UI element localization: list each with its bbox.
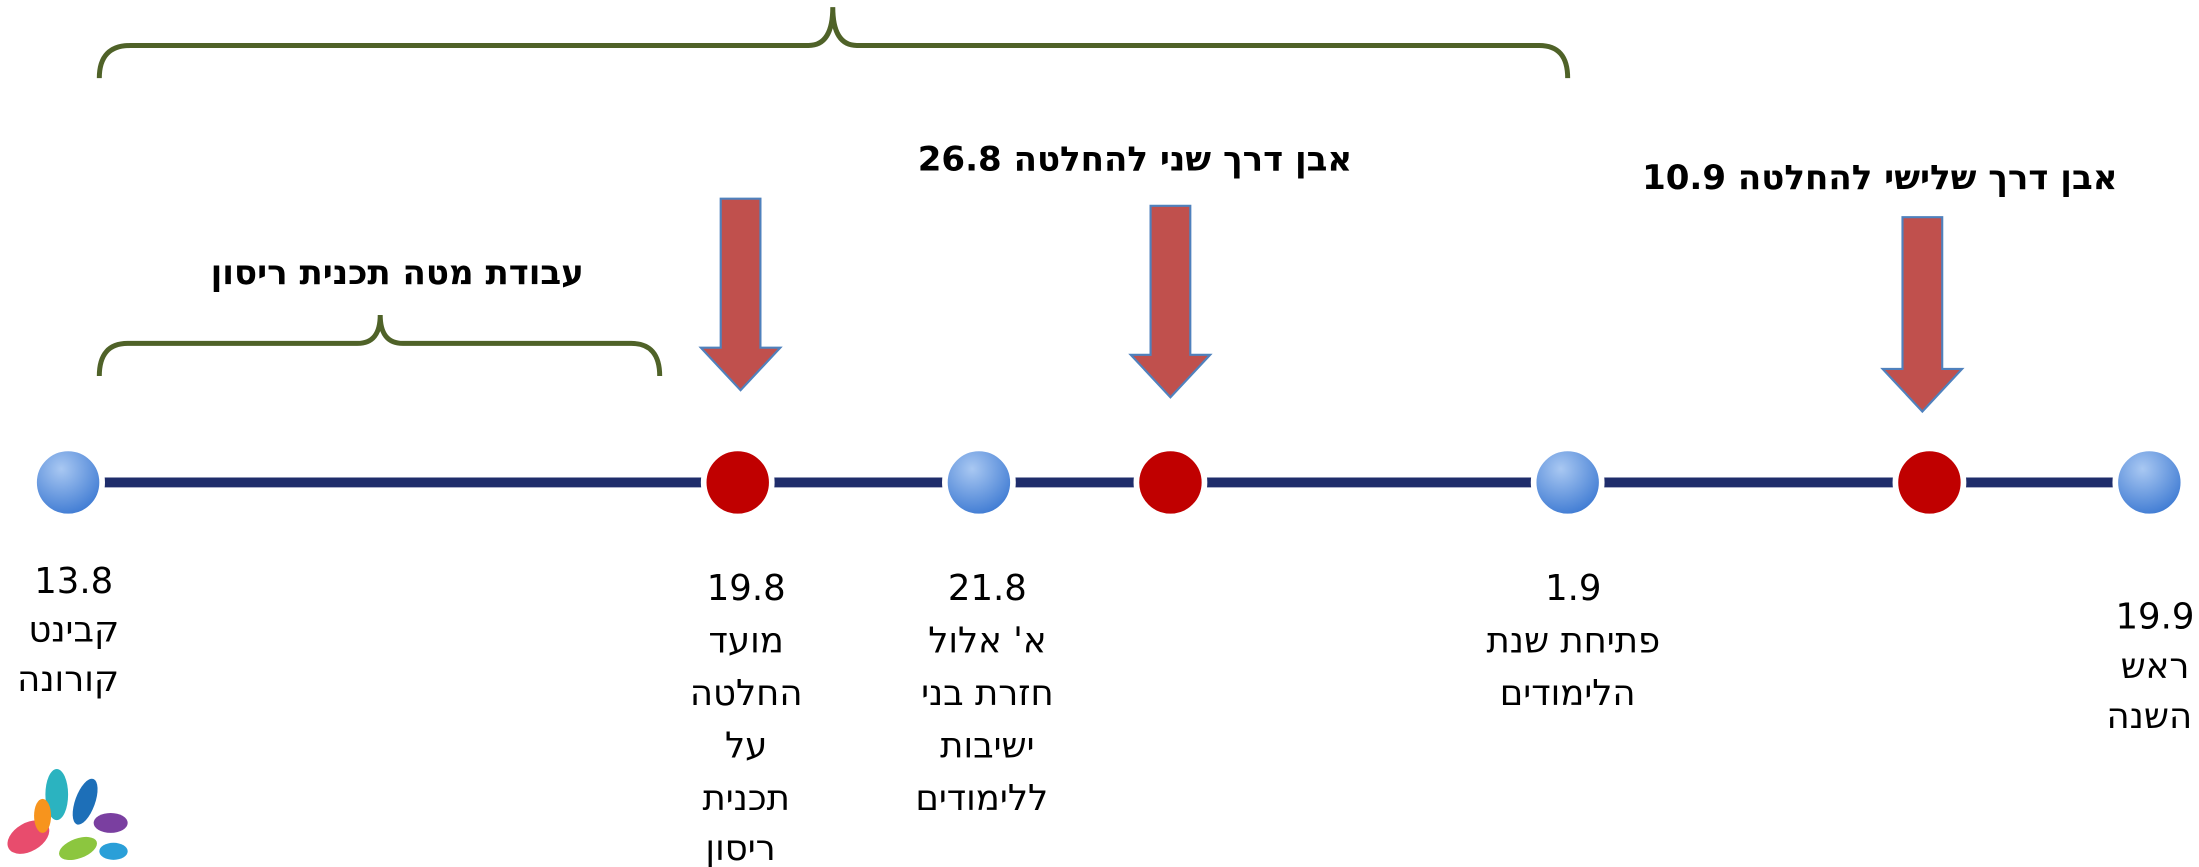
label-line: חזרת בני bbox=[921, 673, 1054, 714]
node bbox=[34, 448, 102, 516]
staff-brace bbox=[99, 315, 659, 376]
label-line: ללימודים bbox=[915, 778, 1048, 819]
logo bbox=[0, 766, 128, 867]
arrow bbox=[701, 199, 780, 391]
label-line: השנה bbox=[2107, 696, 2193, 737]
node bbox=[1136, 448, 1204, 516]
label-line: ריסון bbox=[705, 828, 775, 867]
label-line: החלטה bbox=[690, 673, 803, 714]
label-line: קורונה bbox=[17, 659, 119, 700]
node bbox=[945, 448, 1013, 516]
label-line: ישיבות bbox=[940, 726, 1034, 767]
label-line: תכנית bbox=[702, 778, 789, 819]
milestone-label: אבן דרך שלישי להחלטה 10.9 bbox=[1642, 158, 2117, 198]
arrow bbox=[1131, 206, 1210, 398]
node bbox=[704, 448, 772, 516]
node-label: 13.8 קבינט קורונה bbox=[17, 561, 119, 700]
node-label: 19.8 מועד החלטה על תכנית ריסון bbox=[679, 568, 803, 867]
label-line: על bbox=[725, 726, 767, 767]
node bbox=[1895, 448, 1963, 516]
label-line: 19.8 bbox=[707, 568, 786, 609]
label-line: 21.8 bbox=[948, 568, 1027, 609]
staff-work-label: עבודת מטה תכנית ריסון bbox=[211, 253, 584, 293]
label-line: ראש bbox=[2121, 646, 2190, 687]
label-line: פתיחת שנת bbox=[1486, 621, 1660, 662]
node bbox=[2115, 448, 2183, 516]
node-label: 19.9 ראש השנה bbox=[2104, 597, 2194, 737]
node bbox=[1534, 448, 1602, 516]
main-brace bbox=[99, 7, 1567, 78]
label-line: הלימודים bbox=[1500, 673, 1636, 714]
arrow bbox=[1883, 217, 1962, 411]
label-line: קבינט bbox=[28, 609, 119, 650]
label-line: א' אלול bbox=[928, 621, 1046, 662]
label-line: 1.9 bbox=[1545, 568, 1601, 609]
page: עבודת מטה תכנית ריסון אבן דרך שני להחלטה… bbox=[0, 0, 2199, 867]
timeline-diagram: עבודת מטה תכנית ריסון אבן דרך שני להחלטה… bbox=[0, 0, 2199, 867]
label-line: מועד bbox=[709, 621, 784, 662]
milestone-label: אבן דרך שני להחלטה 26.8 bbox=[918, 139, 1352, 179]
node-label: 1.9 פתיחת שנת הלימודים bbox=[1475, 568, 1660, 714]
label-line: 13.8 bbox=[34, 561, 113, 602]
label-line: 19.9 bbox=[2116, 597, 2195, 638]
node-label: 21.8 א' אלול חזרת בני ישיבות ללימודים bbox=[910, 568, 1054, 819]
